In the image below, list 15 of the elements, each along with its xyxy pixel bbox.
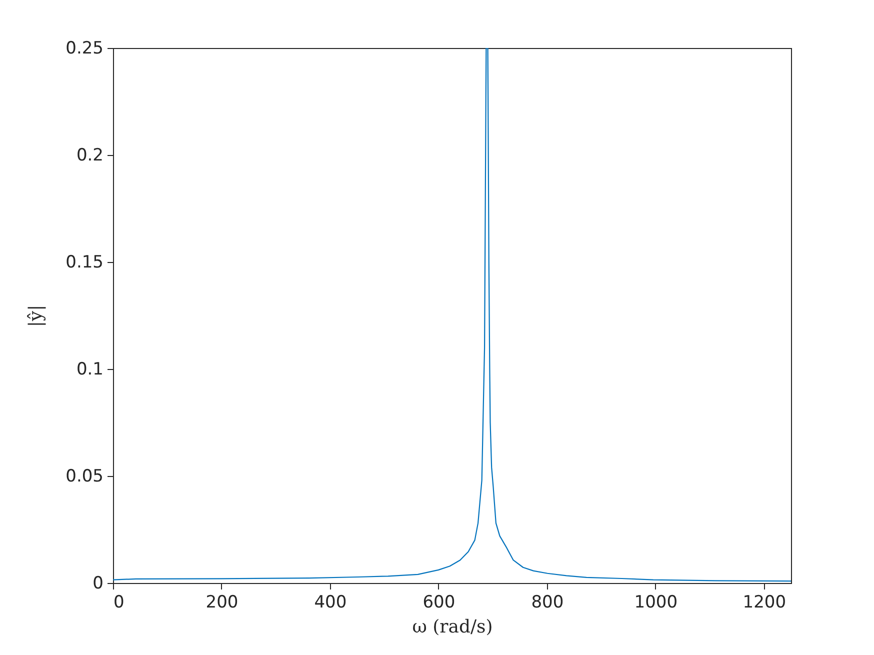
x-tick-label: 800 [531,592,564,612]
y-tick-label: 0 [92,574,104,594]
x-tick-label: 400 [314,592,347,612]
x-tick-label: 0 [114,592,124,612]
x-tick-label: 1200 [742,592,786,612]
y-tick-label: 0.2 [76,146,104,166]
y-tick-label: 0.25 [66,38,104,58]
y-tick-label: 0.15 [66,252,104,272]
x-tick-label: 200 [206,592,238,612]
y-tick-label: 0.1 [76,360,104,380]
x-tick-label: 1000 [634,592,678,612]
x-axis-title: ω (rad/s) [412,616,493,638]
x-tick-label: 600 [422,592,456,612]
y-tick-label: 0.05 [66,466,104,486]
y-axis-title: |ŷ| [26,304,47,328]
